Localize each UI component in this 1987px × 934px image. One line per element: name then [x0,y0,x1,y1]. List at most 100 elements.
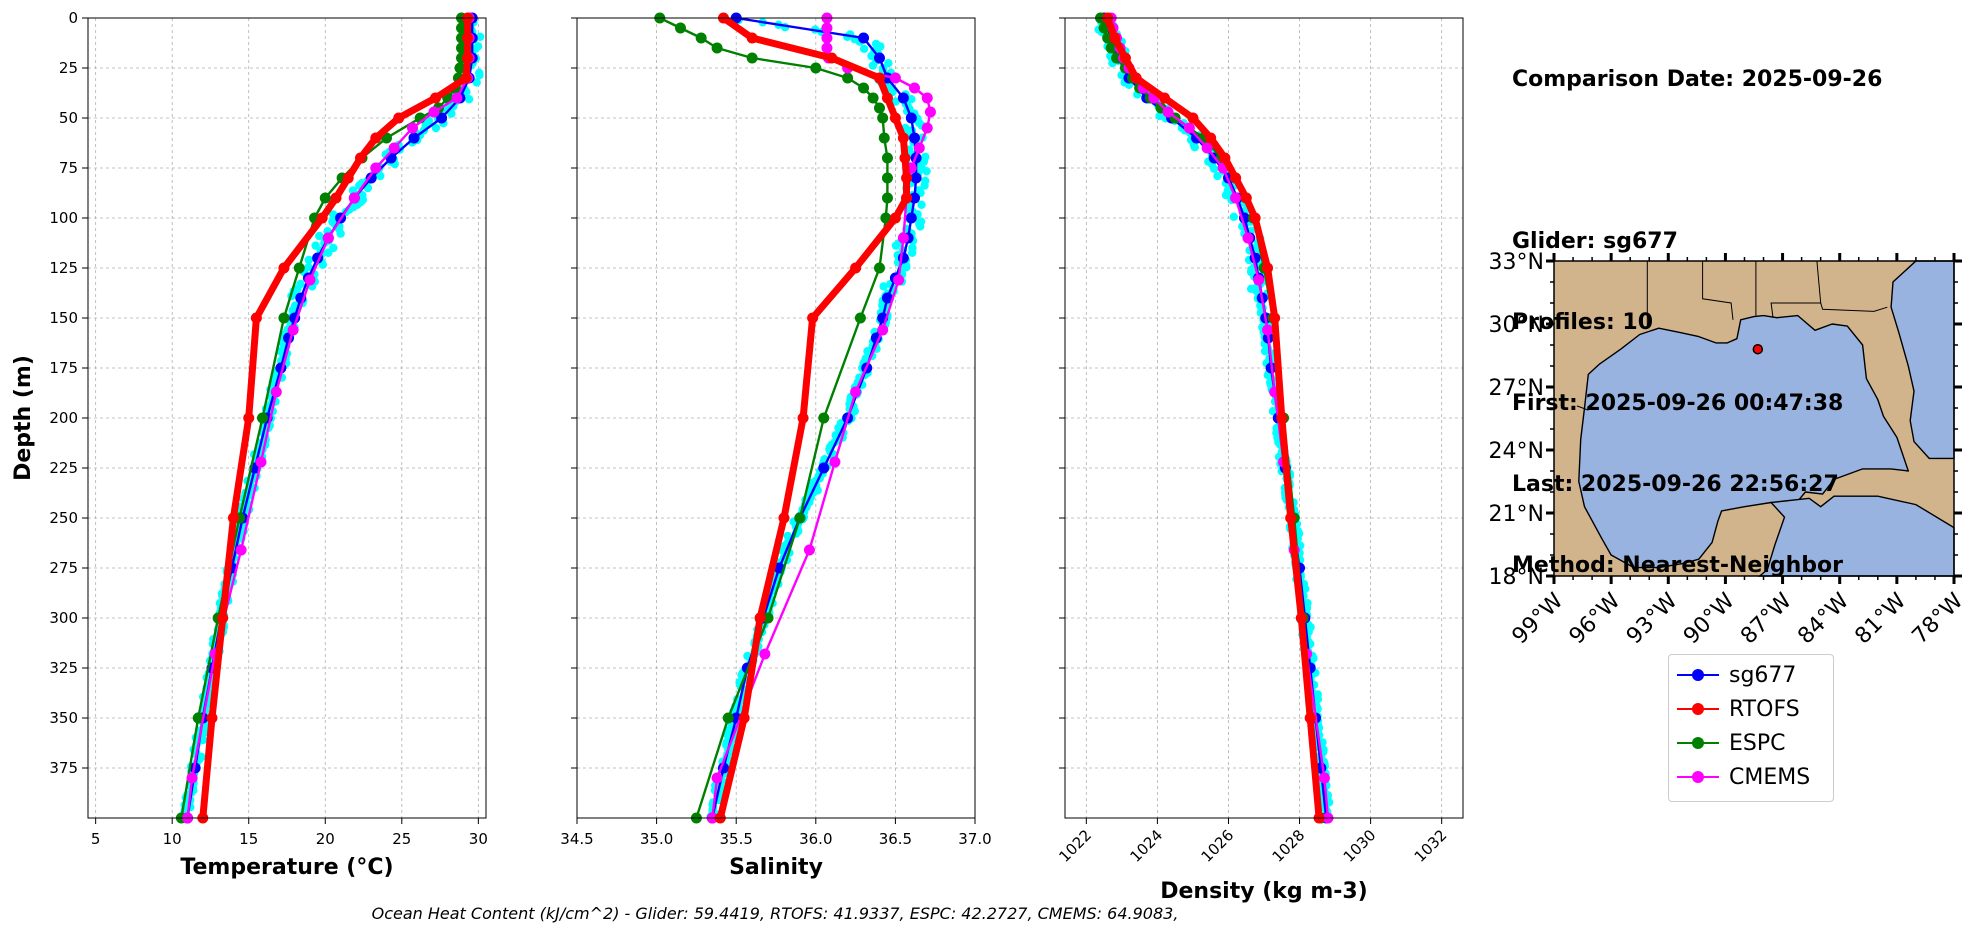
data-point-rtofs [901,172,913,184]
data-point-cmems [451,92,463,104]
legend-marker [1692,737,1704,749]
y-tick-label: 150 [49,309,78,327]
data-point-rtofs [873,72,885,84]
legend-marker [1692,771,1704,783]
data-point-espc [1105,42,1117,54]
data-point-rtofs [354,152,366,164]
data-point-rtofs [1276,412,1288,424]
y-tick-label: 350 [49,709,78,727]
data-point-espc [674,22,686,34]
data-point-cmems [759,648,771,660]
data-point-espc [867,92,879,104]
data-point-espc [877,112,889,124]
data-point-cmems [921,122,933,134]
x-axis-label: Temperature (°C) [180,855,393,880]
x-tick-label: 36.5 [879,830,912,848]
data-point-sg677 [858,32,870,44]
data-point-rtofs [370,132,382,144]
data-point-cmems [821,32,833,44]
data-point-sg677 [881,292,893,304]
data-point-cmems [1201,142,1213,154]
data-point-cmems [1253,274,1265,286]
data-point-rtofs [1109,32,1121,44]
legend-label: ESPC [1729,730,1786,756]
raw-glider-point [920,181,929,190]
data-point-rtofs [1219,152,1231,164]
data-point-rtofs [1249,212,1261,224]
data-point-cmems [850,386,862,398]
raw-glider-point [922,167,931,176]
y-tick-label: 175 [49,359,78,377]
y-tick-label: 200 [49,409,78,427]
raw-glider-point [318,260,328,269]
y-tick-label: 375 [49,759,78,777]
data-point-espc [794,512,806,524]
x-tick-label: 25 [392,830,411,848]
data-point-sg677 [910,172,922,184]
series-line-rtofs [716,15,910,819]
legend-item-rtofs: RTOFS [1677,694,1800,724]
x-tick-label: 36.0 [799,830,832,848]
raw-glider-point [908,248,917,257]
data-point-espc [722,712,734,724]
raw-glider-point [1190,143,1199,152]
raw-glider-point [1260,347,1270,356]
legend-swatch [1677,733,1719,753]
data-point-rtofs [881,92,893,104]
data-point-rtofs [206,712,218,724]
data-point-rtofs [462,32,474,44]
y-tick-label: 0 [68,9,78,27]
data-point-espc [695,32,707,44]
ocean-heat-content-note: Ocean Heat Content (kJ/cm^2) - Glider: 5… [371,904,1179,923]
legend-swatch [1677,665,1719,685]
y-tick-label: 100 [49,209,78,227]
first-profile-time: First: 2025-09-26 00:47:38 [1512,391,1844,416]
data-point-rtofs [250,312,262,324]
gulf-of-mexico [1578,314,1910,569]
data-point-sg677 [909,132,921,144]
state-border [1576,405,1589,411]
raw-glider-point [1229,212,1239,221]
data-point-sg677 [818,462,830,474]
data-point-espc [818,412,830,424]
lat-tick-label: 21°N [1489,502,1544,527]
x-tick-label: 1022 [1055,826,1095,866]
data-point-espc [873,262,885,274]
raw-glider-point [891,97,900,106]
data-point-cmems [428,106,440,118]
y-tick-label: 50 [59,109,78,127]
data-point-espc [878,132,890,144]
data-point-sg677 [436,112,448,124]
data-point-cmems [255,456,267,468]
data-point-sg677 [408,132,420,144]
x-tick-label: 5 [91,830,101,848]
raw-glider-point [1221,191,1231,200]
y-tick-label: 300 [49,609,78,627]
legend-item-cmems: CMEMS [1677,762,1810,792]
data-point-cmems [803,544,815,556]
data-point-cmems [924,106,936,118]
data-point-rtofs [342,172,354,184]
comparison-date: Comparison Date: 2025-09-26 [1512,67,1883,92]
data-point-cmems [821,22,833,34]
data-point-rtofs [807,312,819,324]
data-point-rtofs [826,52,838,64]
data-point-sg677 [905,212,917,224]
profile-panel-1: 0 25 50 75 100 125 150 175 200 225 250 275 300 325 350… [11,9,488,880]
lat-tick-label: 33°N [1489,250,1544,275]
data-point-cmems [829,456,841,468]
data-point-cmems [235,544,247,556]
data-point-rtofs [1187,112,1199,124]
raw-glider-point [304,255,314,265]
data-point-cmems [913,142,925,154]
raw-glider-point [868,61,878,70]
data-point-rtofs [462,52,474,64]
data-point-rtofs [797,412,809,424]
x-axis-label: Density (kg m-3) [1160,879,1368,904]
raw-glider-point [324,248,333,257]
data-point-rtofs [217,612,229,624]
x-tick-label: 1024 [1126,826,1166,866]
data-point-rtofs [1285,512,1297,524]
data-point-espc [257,412,269,424]
data-point-cmems [1230,192,1242,204]
